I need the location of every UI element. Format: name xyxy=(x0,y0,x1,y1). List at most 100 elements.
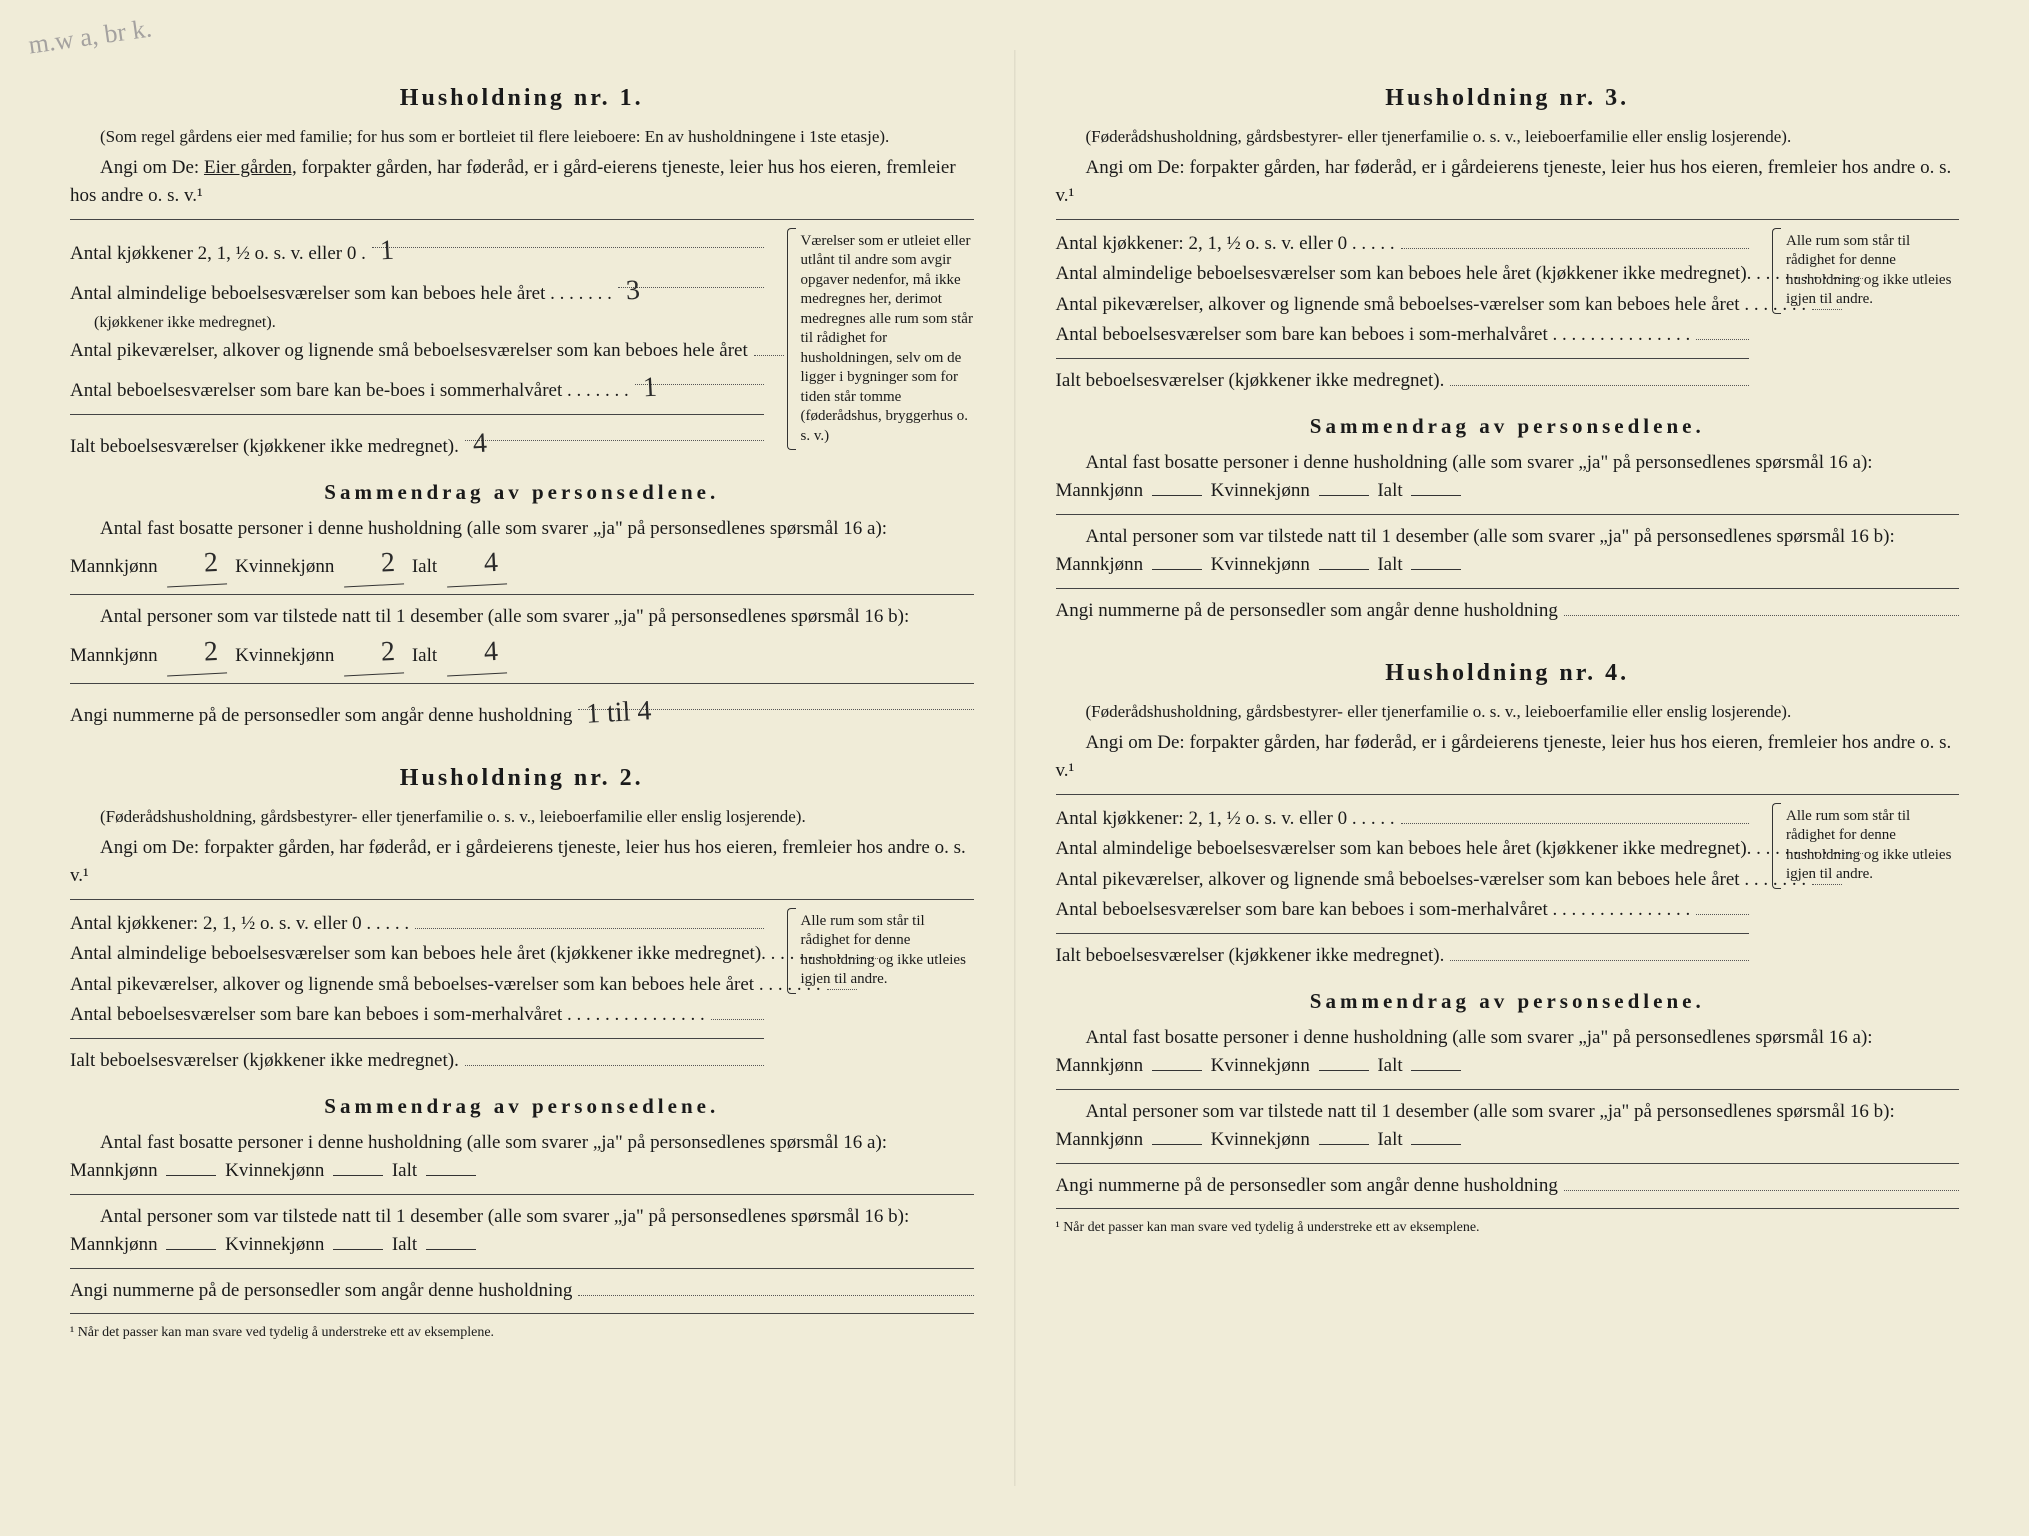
hh3-fast: Antal fast bosatte personer i denne hush… xyxy=(1056,449,1960,506)
hh4-total-input[interactable] xyxy=(1450,943,1749,961)
hh4-angi: Angi om De: forpakter gården, har føderå… xyxy=(1056,729,1960,786)
hh3-nummer-label: Angi nummerne på de personsedler som ang… xyxy=(1056,597,1558,626)
hh4-fast-k[interactable] xyxy=(1319,1070,1369,1071)
hh3-side-note: Alle rum som står til rådighet for denne… xyxy=(1772,228,1959,314)
hh4-kvinne: Kvinnekjønn xyxy=(1211,1055,1310,1076)
hh2-side-note: Alle rum som står til rådighet for denne… xyxy=(787,908,974,994)
footnote-left: ¹ Når det passer kan man svare ved tydel… xyxy=(70,1322,974,1343)
hh2-fast-label: Antal fast bosatte personer i denne hush… xyxy=(70,1132,887,1182)
hh4-summary-title: Sammendrag av personsedlene. xyxy=(1056,986,1960,1018)
hh4-summer-label: Antal beboelsesværelser som bare kan beb… xyxy=(1056,896,1691,925)
hh4-til-k[interactable] xyxy=(1319,1144,1369,1145)
angi-underlined: Eier gården, xyxy=(204,157,297,178)
hh3-pike-label: Antal pikeværelser, alkover og lignende … xyxy=(1056,291,1807,320)
hh3-nummer-input[interactable] xyxy=(1564,598,1959,616)
hh1-rooms-block: Antal kjøkkener 2, 1, ½ o. s. v. eller 0… xyxy=(70,228,974,464)
hh2-total-input[interactable] xyxy=(465,1048,764,1066)
hh2-total-label: Ialt beboelsesværelser (kjøkkener ikke m… xyxy=(70,1047,459,1076)
hh3-summary-title: Sammendrag av personsedlene. xyxy=(1056,411,1960,443)
hh3-til-t[interactable] xyxy=(1411,569,1461,570)
hh1-summary-title: Sammendrag av personsedlene. xyxy=(70,477,974,509)
hh2-tilstede-label: Antal personer som var tilstede natt til… xyxy=(70,1206,909,1256)
hh2-kvinne: Kvinnekjønn xyxy=(225,1160,324,1181)
hh3-fast-k[interactable] xyxy=(1319,495,1369,496)
rooms-val: 3 xyxy=(617,269,649,313)
angi-prefix: Angi om De: xyxy=(100,157,199,178)
nummer-input[interactable]: 1 til 4 xyxy=(578,692,973,710)
hh4-rooms-block: Antal kjøkkener: 2, 1, ½ o. s. v. eller … xyxy=(1056,803,1960,973)
hh3-ialt2: Ialt xyxy=(1377,554,1402,575)
hh1-fast: Antal fast bosatte personer i denne hush… xyxy=(70,515,974,587)
rooms-label: Antal almindelige beboelsesværelser som … xyxy=(70,280,612,309)
hh3-fast-m[interactable] xyxy=(1152,495,1202,496)
nummer-label: Angi nummerne på de personsedler som ang… xyxy=(70,702,572,731)
hh3-til-k[interactable] xyxy=(1319,569,1369,570)
hh3-kvinne2: Kvinnekjønn xyxy=(1211,554,1310,575)
fast-t[interactable]: 4 xyxy=(445,541,507,587)
hh1-angi: Angi om De: Eier gården, forpakter gårde… xyxy=(70,154,974,211)
hh3-til-m[interactable] xyxy=(1152,569,1202,570)
hh2-fast-m[interactable] xyxy=(166,1175,216,1176)
hh2-fast: Antal fast bosatte personer i denne hush… xyxy=(70,1129,974,1186)
hh3-rooms-label: Antal almindelige beboelsesværelser som … xyxy=(1056,260,1828,289)
hh4-tilstede-label: Antal personer som var tilstede natt til… xyxy=(1056,1101,1895,1151)
til-m[interactable]: 2 xyxy=(165,630,227,676)
hh2-summer-input[interactable] xyxy=(711,1002,764,1020)
ialt-label2: Ialt xyxy=(412,645,437,666)
hh3-rooms-block: Antal kjøkkener: 2, 1, ½ o. s. v. eller … xyxy=(1056,228,1960,398)
til-t[interactable]: 4 xyxy=(445,630,507,676)
hh4-fast-label: Antal fast bosatte personer i denne hush… xyxy=(1056,1027,1873,1077)
hh4-rooms-label: Antal almindelige beboelsesværelser som … xyxy=(1056,835,1828,864)
hh2-summary-title: Sammendrag av personsedlene. xyxy=(70,1091,974,1123)
fast-m[interactable]: 2 xyxy=(165,541,227,587)
hh2-til-m[interactable] xyxy=(166,1249,216,1250)
hh4-kitchen-input[interactable] xyxy=(1401,806,1749,824)
hh2-kitchen-input[interactable] xyxy=(415,911,763,929)
hh4-til-t[interactable] xyxy=(1411,1144,1461,1145)
hh2-til-t[interactable] xyxy=(426,1249,476,1250)
hh4-angi-prefix: Angi om De: xyxy=(1086,732,1185,753)
hh2-ialt: Ialt xyxy=(392,1160,417,1181)
hh4-tilstede: Antal personer som var tilstede natt til… xyxy=(1056,1098,1960,1155)
hh1-side-note: Værelser som er utleiet eller utlånt til… xyxy=(787,228,974,451)
footnote-right: ¹ Når det passer kan man svare ved tydel… xyxy=(1056,1217,1960,1238)
hh3-kitchen-input[interactable] xyxy=(1401,231,1749,249)
rooms-sub: (kjøkkener ikke medregnet). xyxy=(70,311,764,335)
hh4-nummer-input[interactable] xyxy=(1564,1173,1959,1191)
hh3-total-input[interactable] xyxy=(1450,368,1749,386)
hh2-fast-k[interactable] xyxy=(333,1175,383,1176)
hh3-subtitle: (Føderådshusholdning, gårdsbestyrer- ell… xyxy=(1056,124,1960,150)
hh2-ialt2: Ialt xyxy=(392,1234,417,1255)
hh3-summer-input[interactable] xyxy=(1696,322,1749,340)
summer-val: 1 xyxy=(634,366,666,410)
hh2-til-k[interactable] xyxy=(333,1249,383,1250)
hh3-fast-t[interactable] xyxy=(1411,495,1461,496)
hh4-fast-m[interactable] xyxy=(1152,1070,1202,1071)
total-val: 4 xyxy=(464,422,496,466)
til-k[interactable]: 2 xyxy=(342,630,404,676)
fast-k[interactable]: 2 xyxy=(342,541,404,587)
kitchen-input[interactable]: 1 xyxy=(372,230,764,248)
hh2-fast-t[interactable] xyxy=(426,1175,476,1176)
hh3-fast-label: Antal fast bosatte personer i denne hush… xyxy=(1056,452,1873,502)
rooms-input[interactable]: 3 xyxy=(618,270,764,288)
hh4-kvinne2: Kvinnekjønn xyxy=(1211,1129,1310,1150)
hh3-tilstede: Antal personer som var tilstede natt til… xyxy=(1056,523,1960,580)
hh4-ialt: Ialt xyxy=(1377,1055,1402,1076)
hh2-pike-label: Antal pikeværelser, alkover og lignende … xyxy=(70,971,821,1000)
summer-label: Antal beboelsesværelser som bare kan be-… xyxy=(70,377,629,406)
hh2-summer-label: Antal beboelsesværelser som bare kan beb… xyxy=(70,1001,705,1030)
hh3-angi-prefix: Angi om De: xyxy=(1086,157,1185,178)
hh1-tilstede: Antal personer som var tilstede natt til… xyxy=(70,603,974,675)
hh3-ialt: Ialt xyxy=(1377,480,1402,501)
summer-input[interactable]: 1 xyxy=(635,367,764,385)
hh1-subtitle: (Som regel gårdens eier med familie; for… xyxy=(70,124,974,150)
hh2-angi: Angi om De: forpakter gården, har føderå… xyxy=(70,834,974,891)
hh2-nummer-input[interactable] xyxy=(578,1278,973,1296)
hh2-title: Husholdning nr. 2. xyxy=(70,760,974,796)
hh4-summer-input[interactable] xyxy=(1696,897,1749,915)
left-page: Husholdning nr. 1. (Som regel gårdens ei… xyxy=(30,50,1014,1486)
total-input[interactable]: 4 xyxy=(465,423,764,441)
hh4-fast-t[interactable] xyxy=(1411,1070,1461,1071)
hh4-til-m[interactable] xyxy=(1152,1144,1202,1145)
